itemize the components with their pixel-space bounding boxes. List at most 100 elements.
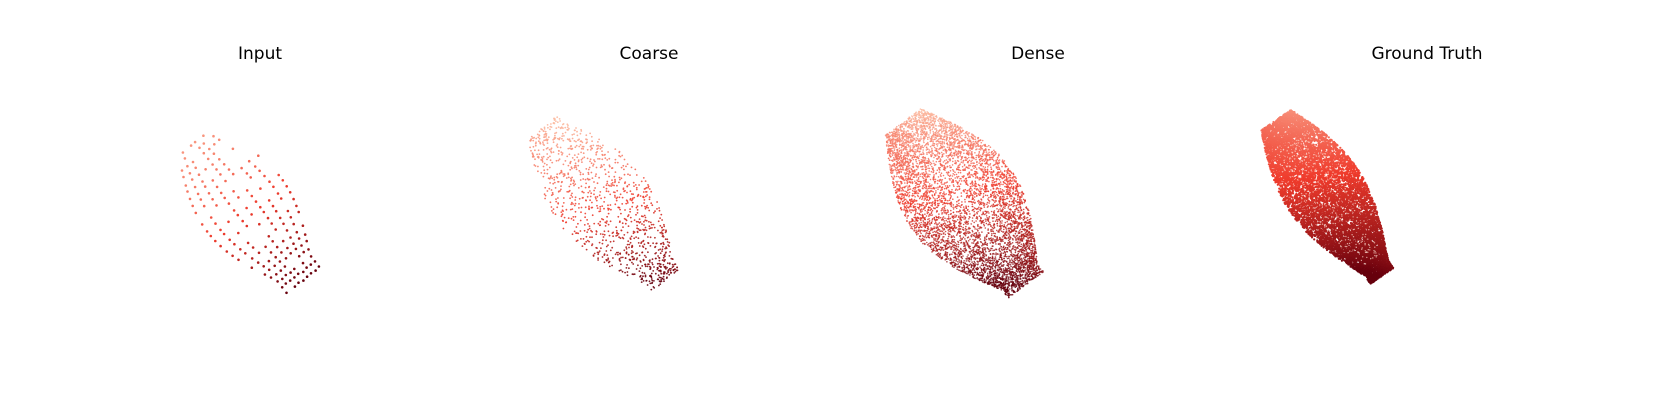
point [951, 128, 953, 131]
point [638, 184, 640, 186]
point [279, 269, 283, 272]
point [588, 225, 591, 228]
point [211, 163, 214, 166]
point [603, 207, 605, 210]
point [263, 174, 266, 178]
point [933, 226, 935, 228]
point [237, 258, 240, 262]
point [668, 262, 671, 265]
point [623, 158, 626, 161]
point [1013, 285, 1015, 288]
point [919, 196, 922, 198]
point [662, 272, 665, 275]
point [589, 199, 591, 202]
point [984, 239, 986, 242]
point [975, 267, 977, 270]
point [612, 240, 615, 243]
point [912, 142, 914, 145]
point [1010, 250, 1012, 252]
point [589, 132, 591, 135]
point [621, 222, 624, 225]
point [951, 164, 954, 166]
point [582, 173, 584, 176]
panel-title-input: Input [237, 44, 283, 64]
point [887, 144, 890, 146]
point [637, 237, 640, 240]
point [531, 152, 534, 155]
point [555, 127, 558, 130]
point [587, 173, 590, 176]
point [1010, 225, 1013, 227]
point [1034, 244, 1036, 247]
point [644, 207, 647, 210]
point [535, 141, 537, 144]
point [980, 157, 983, 160]
point [898, 133, 901, 136]
point [969, 231, 971, 234]
point [191, 204, 194, 208]
point [546, 158, 548, 161]
point [978, 152, 981, 154]
point [582, 152, 585, 155]
point [1007, 205, 1010, 208]
point [202, 204, 206, 208]
point [241, 219, 244, 223]
point [274, 209, 278, 213]
point [293, 276, 296, 279]
point [907, 138, 910, 140]
point [594, 187, 596, 189]
point [636, 227, 638, 230]
point [633, 185, 635, 188]
point [570, 179, 573, 181]
point [590, 171, 593, 174]
point [1033, 245, 1035, 247]
point [979, 238, 982, 240]
point [646, 204, 648, 207]
point [662, 256, 665, 259]
point [637, 264, 639, 267]
point [916, 183, 918, 186]
point [557, 149, 560, 152]
point [612, 231, 615, 234]
point [544, 130, 547, 133]
point [949, 159, 952, 161]
point [656, 278, 659, 281]
point [662, 263, 665, 266]
point [275, 273, 278, 276]
point [551, 210, 553, 212]
point [245, 172, 249, 175]
point [929, 119, 931, 122]
point [952, 179, 954, 181]
point [978, 166, 980, 169]
point [593, 193, 595, 196]
point [191, 160, 195, 164]
point [952, 160, 954, 163]
point [953, 259, 955, 262]
point [957, 175, 960, 178]
point [977, 189, 980, 191]
point [202, 151, 206, 155]
point [227, 202, 231, 205]
point [292, 197, 295, 201]
point [589, 190, 591, 192]
point [900, 163, 903, 165]
point [981, 139, 984, 142]
point [201, 180, 204, 183]
point [549, 182, 551, 184]
point [1031, 247, 1033, 250]
point [578, 207, 580, 209]
point [202, 134, 205, 137]
point [629, 237, 632, 240]
point [997, 155, 1000, 157]
point [939, 140, 942, 143]
point [623, 249, 626, 252]
point [1022, 257, 1025, 259]
point [935, 118, 937, 120]
point [618, 236, 620, 239]
point [999, 220, 1002, 223]
point [595, 199, 598, 202]
point [568, 153, 571, 156]
point [1026, 272, 1028, 274]
point [963, 245, 965, 248]
point [914, 227, 916, 229]
